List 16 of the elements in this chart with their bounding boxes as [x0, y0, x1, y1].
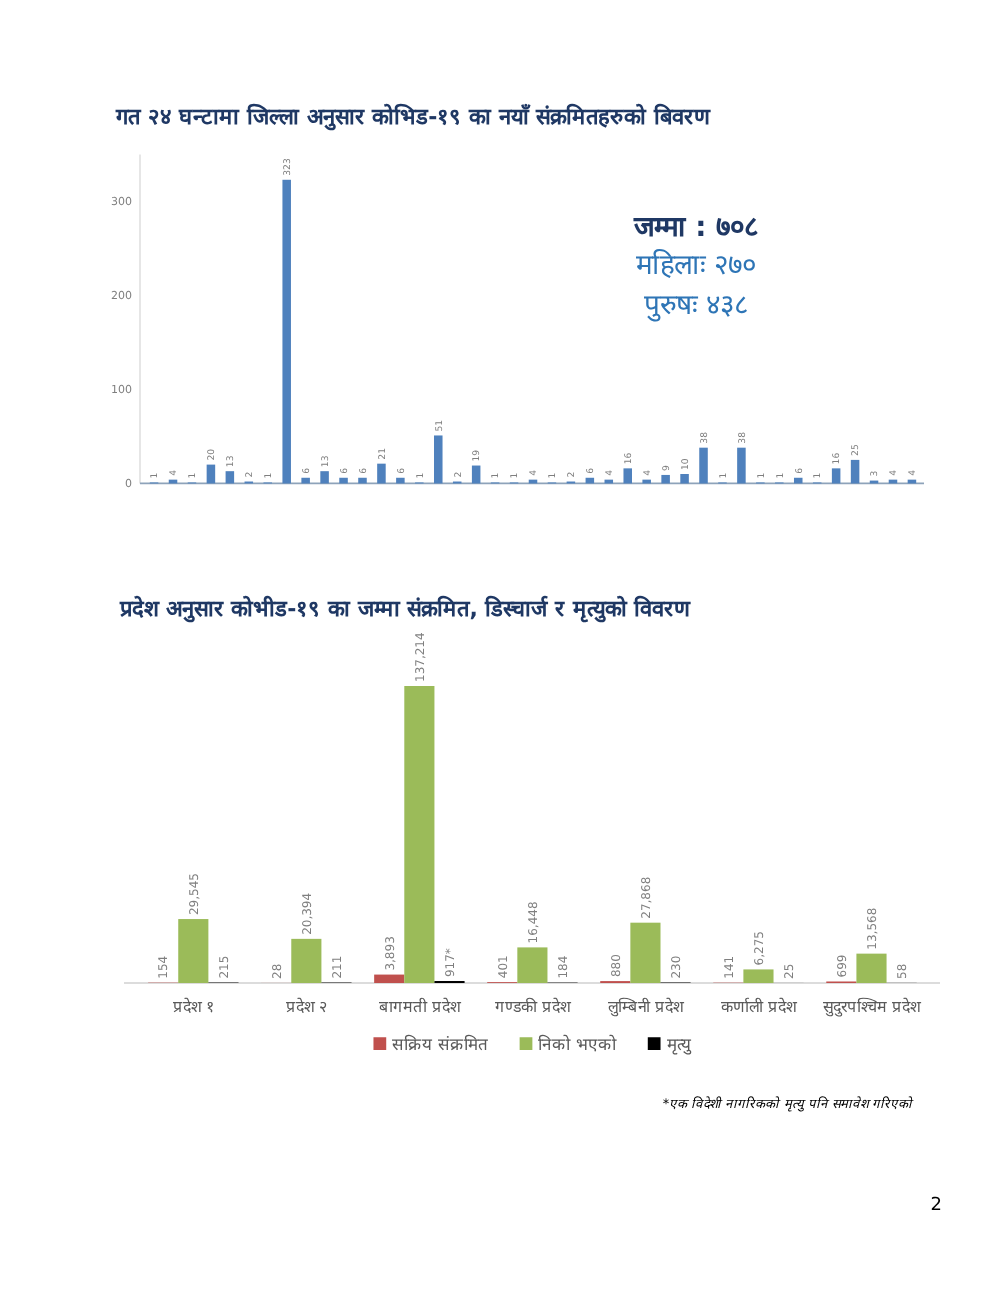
legend-label: सक्रिय संक्रमित	[392, 1036, 488, 1056]
annotation: 2	[930, 1196, 942, 1216]
x-tick-label: सुदुरपश्चिम प्रदेश	[822, 998, 921, 1016]
title: गत २४ घन्टामा जिल्ला अनुसार कोभिड-१९ का नयाँ संक्रमितहरुको बिवरण	[116, 104, 711, 130]
x-tick-label: प्रदेश १	[172, 998, 214, 1016]
x-tick-label: बागमती प्रदेश	[378, 998, 460, 1016]
title: प्रदेश अनुसार कोभीड-१९ का जम्मा संक्रमित, डिस्चार्ज र मृत्युको विवरण	[120, 596, 691, 622]
annotation: जम्मा : ७०८	[633, 212, 759, 244]
x-tick-label: लुम्बिनी प्रदेश	[607, 998, 683, 1016]
annotation: पुरुषः ४३८	[643, 290, 749, 322]
legend-label: मृत्यु	[666, 1036, 691, 1056]
legend-label: निको भएको	[538, 1036, 616, 1056]
x-tick-label: गण्डकी प्रदेश	[494, 998, 570, 1016]
annotation: महिलाः २७०	[635, 250, 757, 282]
x-tick-label: कर्णाली प्रदेश	[720, 998, 796, 1016]
x-tick-label: प्रदेश २	[285, 998, 327, 1016]
